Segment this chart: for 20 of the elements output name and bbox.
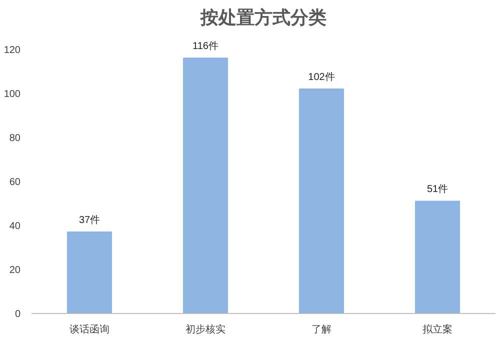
bar	[414, 200, 460, 314]
y-tick-label: 60	[9, 176, 21, 188]
x-tick-label: 初步核实	[186, 324, 226, 336]
data-label: 37件	[78, 215, 100, 226]
y-tick-label: 100	[4, 88, 21, 100]
y-tick-label: 0	[14, 309, 21, 320]
bar	[298, 88, 344, 314]
data-label: 116件	[192, 41, 218, 52]
y-tick-label: 40	[9, 220, 21, 232]
bar	[182, 58, 228, 314]
bar	[66, 232, 112, 314]
x-tick-label: 了解	[312, 324, 332, 336]
chart-title: 按处置方式分类	[200, 8, 326, 28]
y-tick-label: 20	[9, 264, 21, 276]
data-label: 51件	[426, 184, 448, 196]
y-tick-label: 120	[4, 44, 21, 56]
x-tick-label: 谈话函询	[70, 324, 110, 336]
data-label: 102件	[308, 72, 335, 83]
x-tick-label: 拟立案	[422, 324, 452, 336]
y-tick-label: 80	[9, 132, 21, 144]
